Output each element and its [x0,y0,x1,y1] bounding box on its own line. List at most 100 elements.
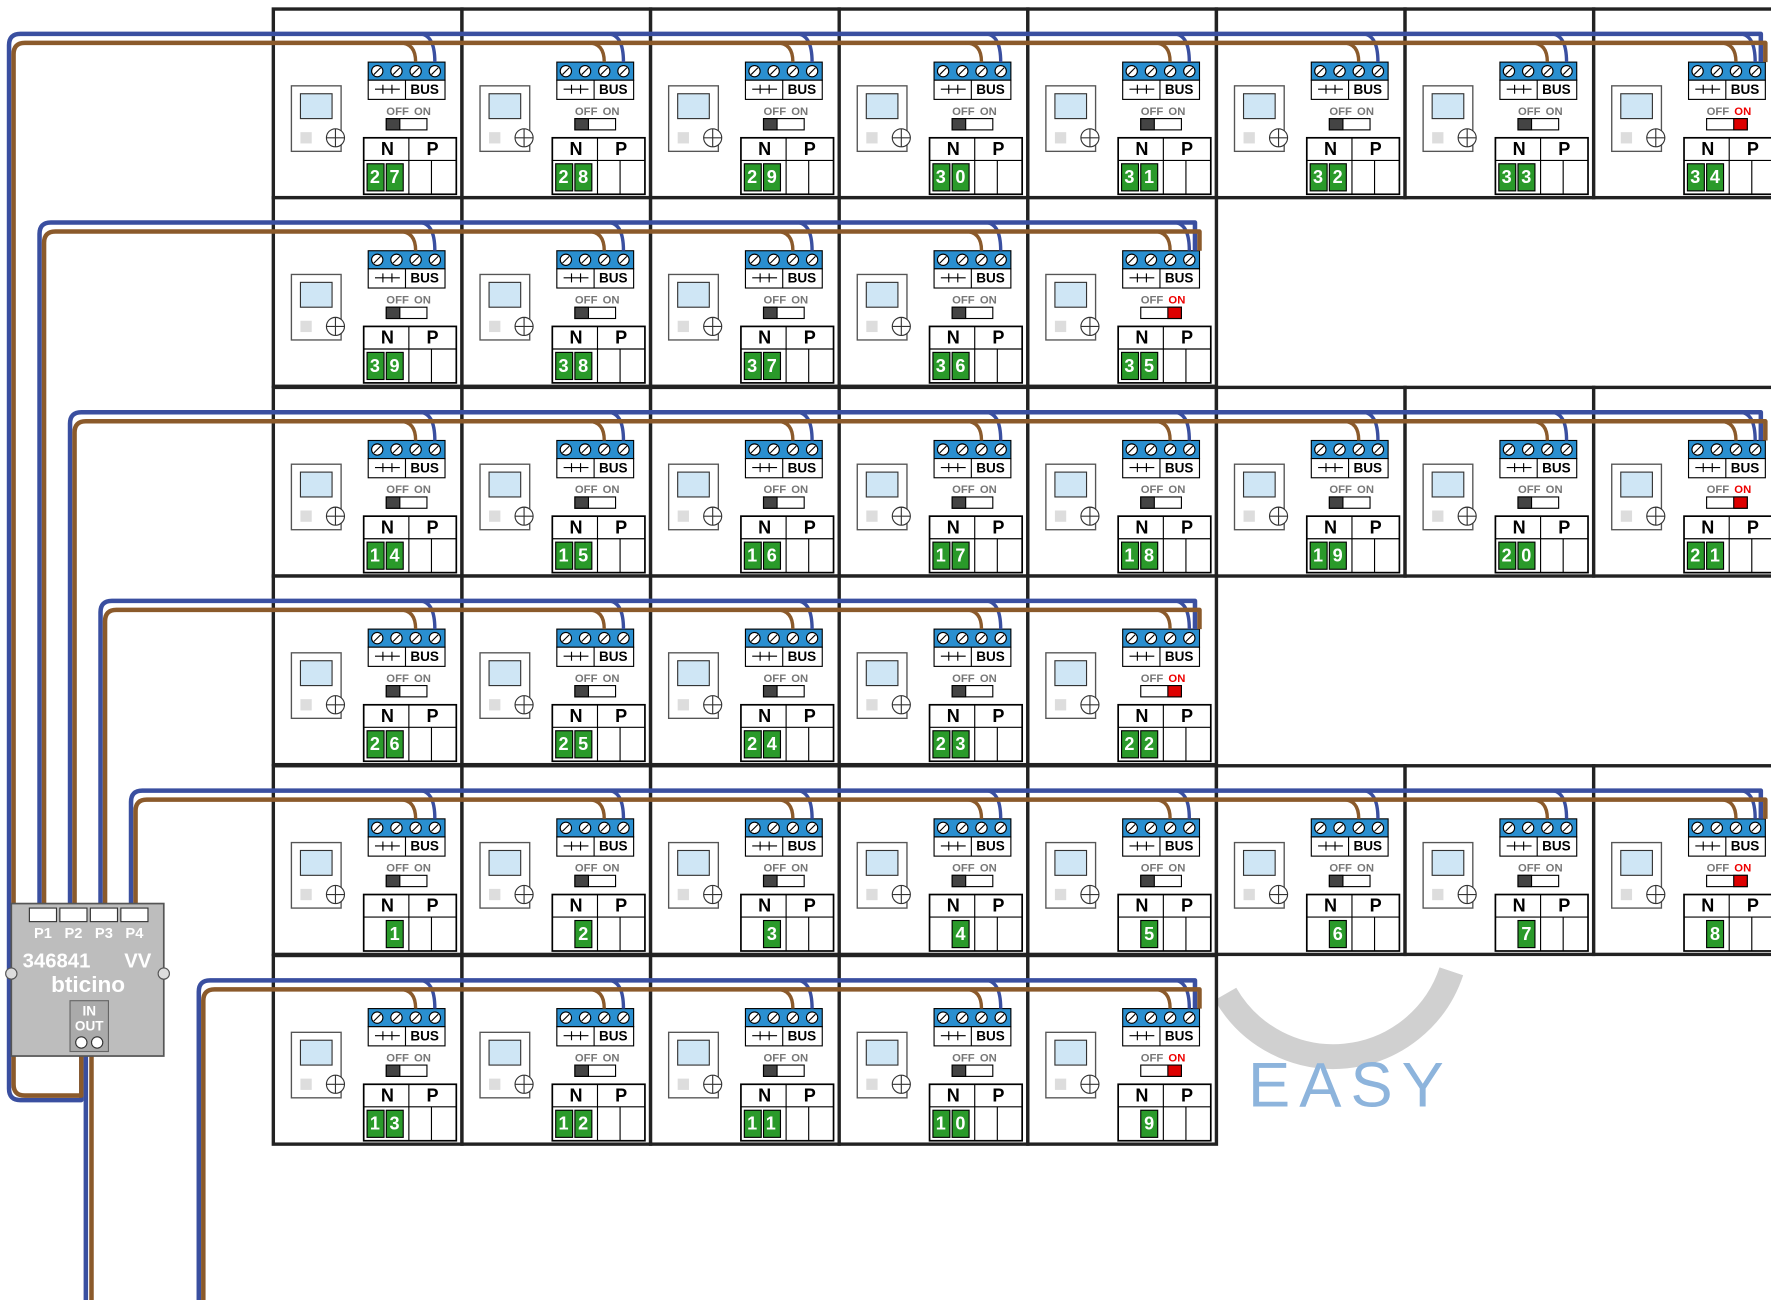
module-number: 4 [956,924,976,944]
on-label: ON [980,106,997,118]
on-label: ON [1168,673,1185,685]
on-label: ON [414,484,431,496]
on-label: ON [980,294,997,306]
device-led [489,132,500,143]
device-screen [1432,850,1464,875]
n-label: N [1135,1085,1148,1105]
module: BUSOFFONNP33 [1405,9,1594,198]
switch-knob [575,307,589,318]
module: BUSOFFONNP5 [1028,766,1217,955]
module-number: 36 [936,356,975,376]
module: BUSOFFONNP23 [839,576,1028,765]
on-label: ON [1546,106,1563,118]
bus-label: BUS [788,1028,817,1043]
device-led [1621,511,1632,522]
module-number: 5 [1144,924,1164,944]
module-number: 27 [370,167,409,187]
module: BUSOFFONNP18 [1028,387,1217,576]
bus-label: BUS [599,839,628,854]
on-label: ON [603,484,620,496]
off-label: OFF [386,1052,409,1064]
device-screen [1244,94,1276,119]
module-number: 23 [936,734,975,754]
module: BUSOFFONNP7 [1405,766,1594,955]
p-label: P [1370,139,1382,159]
bus-label: BUS [410,649,439,664]
device-screen [489,472,521,497]
on-label: ON [603,106,620,118]
device-screen [489,282,521,307]
device-led [300,889,311,900]
on-label: ON [791,673,808,685]
bus-label: BUS [1353,82,1382,97]
device-screen [300,661,332,686]
device-screen [1055,850,1087,875]
n-label: N [758,706,771,726]
off-label: OFF [764,1052,787,1064]
module-number: 26 [370,734,409,754]
p-label: P [1181,706,1193,726]
page: EASY BUSOFFONNP27BUSOFFONNP28BUSOFFONNP2… [0,0,1771,1300]
bus-label: BUS [1353,839,1382,854]
switch-knob [575,119,589,130]
module-number: 24 [747,734,786,754]
p-label: P [615,1085,627,1105]
n-label: N [570,1085,583,1105]
switch-knob [1168,307,1182,318]
on-label: ON [791,484,808,496]
device-screen [1432,94,1464,119]
n-label: N [1513,517,1526,537]
device-screen [678,282,710,307]
on-label: ON [1168,294,1185,306]
module: BUSOFFONNP17 [839,387,1028,576]
module-number: 8 [1710,924,1730,944]
off-label: OFF [1141,863,1164,875]
n-label: N [1324,896,1337,916]
n-label: N [1701,896,1714,916]
device-screen [489,661,521,686]
module: BUSOFFONNP28 [462,9,651,198]
device-led [1244,889,1255,900]
n-label: N [570,706,583,726]
bus-label: BUS [976,460,1005,475]
off-label: OFF [1518,484,1541,496]
on-label: ON [414,294,431,306]
n-label: N [758,139,771,159]
module: BUSOFFONNP24 [651,576,840,765]
n-label: N [1324,139,1337,159]
off-label: OFF [1141,673,1164,685]
p-label: P [1558,139,1570,159]
device-led [1621,889,1632,900]
device-led [678,132,689,143]
p-label: P [804,517,816,537]
off-label: OFF [1329,106,1352,118]
brand-label: bticino [51,972,125,997]
switch-knob [764,497,778,508]
module: BUSOFFONNP30 [839,9,1028,198]
bus-label: BUS [1165,271,1194,286]
np-box [930,895,1023,951]
device-led [678,889,689,900]
module: BUSOFFONNP4 [839,766,1028,955]
module-number: 32 [1313,167,1352,187]
switch-knob [952,875,966,886]
p-label: P [1181,139,1193,159]
switch-knob [952,497,966,508]
module: BUSOFFONNP36 [839,198,1028,387]
module: BUSOFFONNP21 [1594,387,1771,576]
on-label: ON [1357,106,1374,118]
device-screen [1055,94,1087,119]
device-led [1432,889,1443,900]
off-label: OFF [1707,484,1730,496]
off-label: OFF [1329,484,1352,496]
device-led [1055,889,1066,900]
device-screen [866,282,898,307]
module-number: 37 [747,356,786,376]
device-led [866,889,877,900]
bus-label: BUS [1731,82,1760,97]
module-number: 33 [1502,167,1541,187]
wiring-diagram: EASY BUSOFFONNP27BUSOFFONNP28BUSOFFONNP2… [0,0,1771,1300]
module-number: 13 [370,1114,409,1134]
model-suffix: VV [124,951,152,973]
p-label: P [804,706,816,726]
